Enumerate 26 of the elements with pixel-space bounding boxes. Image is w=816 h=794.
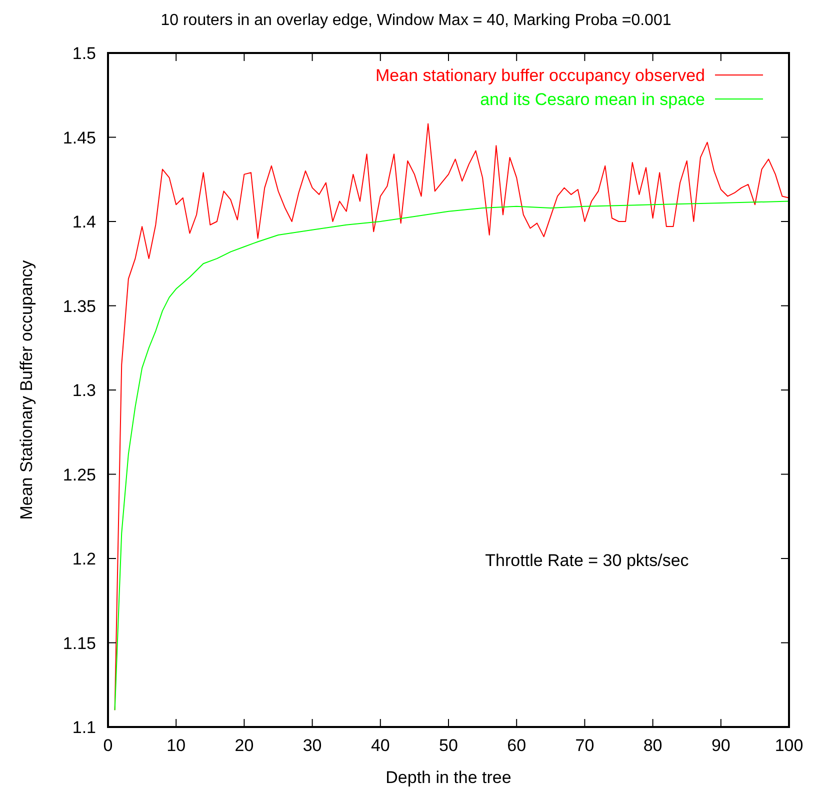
- x-tick-label: 40: [370, 736, 390, 755]
- x-tick-label: 90: [711, 736, 730, 755]
- x-tick-label: 60: [507, 736, 526, 755]
- y-tick-label: 1.5: [72, 44, 96, 63]
- x-tick-label: 70: [575, 736, 594, 755]
- y-tick-label: 1.1: [72, 718, 96, 737]
- x-tick-label: 0: [103, 736, 113, 755]
- y-tick-label: 1.25: [62, 465, 96, 484]
- x-tick-label: 30: [302, 736, 322, 755]
- x-tick-label: 20: [234, 736, 254, 755]
- y-tick-label: 1.2: [72, 550, 96, 568]
- y-tick-label: 1.15: [62, 634, 96, 653]
- x-tick-label: 100: [774, 736, 804, 755]
- y-tick-label: 1.3: [72, 381, 96, 400]
- y-tick-label: 1.35: [62, 296, 96, 316]
- y-axis-title: Mean Stationary Buffer occupancy: [17, 260, 36, 520]
- y-tick-label: 1.45: [62, 128, 96, 148]
- x-tick-label: 80: [643, 736, 662, 755]
- legend-label: and its Cesaro mean in space: [480, 90, 705, 109]
- x-tick-label: 50: [439, 736, 458, 755]
- y-tick-label: 1.4: [72, 212, 96, 232]
- x-axis-title: Depth in the tree: [386, 768, 512, 787]
- x-tick-label: 10: [166, 736, 186, 755]
- legend-label: Mean stationary buffer occupancy observed: [376, 66, 705, 85]
- annotation: Throttle Rate = 30 pkts/sec: [485, 551, 690, 570]
- chart-title: 10 routers in an overlay edge, Window Max = 40, Marking Proba =0.001: [160, 12, 672, 29]
